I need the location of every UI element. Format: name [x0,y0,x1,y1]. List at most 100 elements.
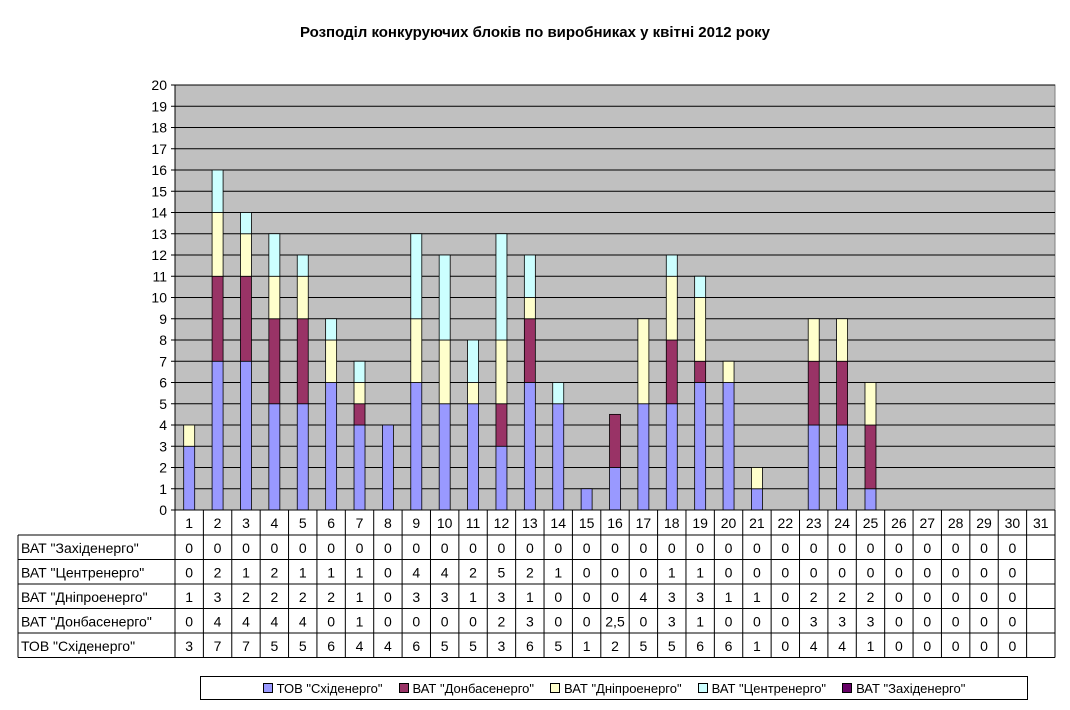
bar-segment [694,275,707,298]
data-label: 1 [356,614,364,630]
data-label: 0 [867,565,875,581]
legend-entry: ВАТ "Дніпроенерго" [550,681,682,696]
data-label: 0 [923,638,931,654]
legend-swatch [262,683,273,693]
data-label: 3 [810,614,818,630]
data-label: 4 [356,638,364,654]
bar-segment [296,254,309,277]
data-label: 0 [1009,638,1017,654]
data-label: 4 [810,638,818,654]
legend-label: ВАТ "Центренерго" [711,680,827,696]
bar-segment [523,297,536,320]
data-label: 1 [356,565,364,581]
chart-title: Розподіл конкуруючих блоків по виробника… [299,24,770,41]
x-tick-label: 3 [242,515,250,531]
data-label: 1 [725,589,733,605]
data-label: 0 [611,565,619,581]
table-series-label: ВАТ "Центренерго" [21,565,144,581]
data-label: 0 [1009,540,1017,556]
data-label: 0 [498,540,506,556]
bar-segment [296,275,309,320]
bar-segment [353,382,366,405]
data-label: 2 [810,589,818,605]
x-tick-label: 15 [579,515,595,531]
x-tick-label: 23 [806,515,822,531]
data-label: 0 [185,614,193,630]
data-label: 4 [838,638,846,654]
data-label: 2 [867,589,875,605]
x-tick-label: 28 [948,515,964,531]
table-series-label: ВАТ "Дніпроенерго" [21,589,148,605]
bar-segment [836,318,848,362]
data-label: 0 [980,638,988,654]
bar-segment [694,360,707,383]
bar-segment [694,297,707,362]
x-tick-label: 25 [863,515,879,531]
y-tick-label: 10 [151,290,167,306]
data-label: 1 [327,565,335,581]
bar-segment [325,339,338,383]
data-label: 5 [668,638,676,654]
data-label: 0 [384,565,392,581]
bar-segment [438,339,451,405]
data-label: 4 [639,589,647,605]
data-label: 0 [923,565,931,581]
bar-segment [807,318,820,362]
data-label: 3 [838,614,846,630]
table-series-label: ТОВ "Східенерго" [21,638,135,654]
data-label: 1 [696,614,704,630]
y-tick-label: 11 [152,268,167,284]
data-label: 6 [725,638,733,654]
data-label: 5 [441,638,449,654]
legend-label: ВАТ "Дніпроенерго" [564,680,682,696]
x-tick-label: 8 [384,515,392,531]
bar-segment [467,382,479,405]
data-label: 3 [867,614,875,630]
x-tick-label: 1 [185,515,193,531]
y-tick-label: 6 [159,375,167,391]
data-label: 1 [356,589,364,605]
bar-segment [722,382,735,511]
bar-segment [240,233,252,277]
bar-segment [665,275,678,341]
data-label: 4 [412,565,420,581]
data-label: 3 [668,589,676,605]
data-label: 0 [639,565,647,581]
bar-segment [864,488,877,511]
y-tick-label: 9 [159,311,167,327]
data-label: 5 [469,638,477,654]
table-series-label: ВАТ "Західенерго" [21,540,139,556]
data-label: 2 [469,565,477,581]
bar-segment [353,360,366,383]
bar-segment [353,424,366,511]
x-tick-label: 30 [1005,515,1021,531]
bar-segment [637,318,650,405]
data-label: 0 [583,565,591,581]
y-tick-label: 12 [151,247,167,263]
x-tick-label: 14 [550,515,566,531]
x-tick-label: 5 [299,515,307,531]
legend-label: ВАТ "Донбасенерго" [412,680,534,696]
bar-segment [438,254,451,341]
bar-segment [268,233,281,277]
data-label: 2 [242,589,250,605]
x-tick-label: 12 [494,515,510,531]
legend: ТОВ "Східенерго" ВАТ "Донбасенерго" ВАТ "Д… [200,676,1028,700]
data-label: 4 [270,614,278,630]
data-label: 0 [980,614,988,630]
data-label: 1 [185,589,193,605]
data-label: 0 [725,614,733,630]
bar-segment [268,318,281,405]
bar-segment [410,318,423,383]
legend-entry: ВАТ "Західенерго" [842,681,965,696]
bar-segment [665,403,678,511]
bar-segment [467,403,479,511]
data-label: 3 [214,589,222,605]
bar-segment [637,403,650,511]
data-label: 0 [1009,614,1017,630]
data-label: 0 [583,540,591,556]
data-label: 0 [923,540,931,556]
data-label: 0 [469,540,477,556]
bar-segment [211,169,224,213]
